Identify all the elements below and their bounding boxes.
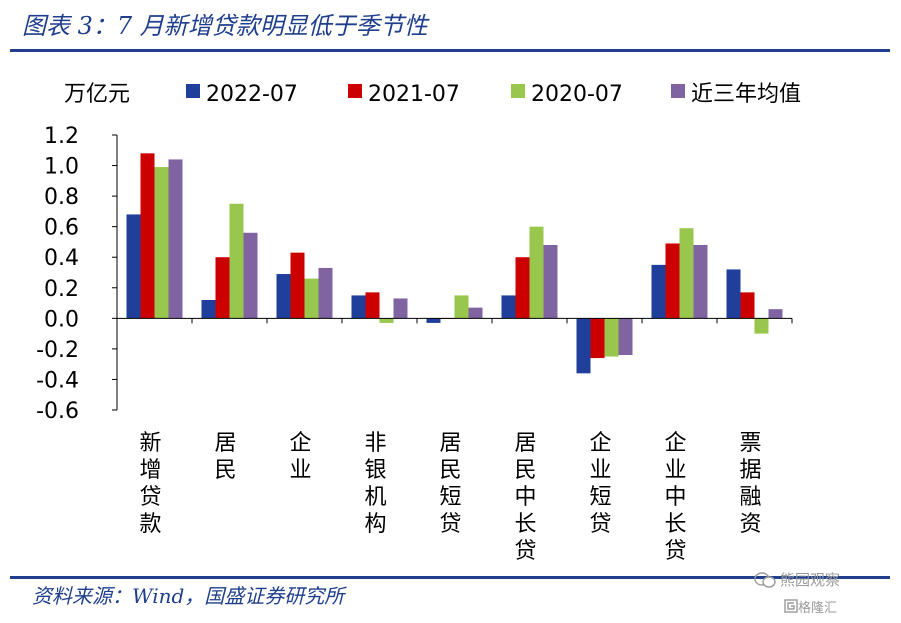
x-category-label-char: 贷 <box>664 539 686 564</box>
bar <box>604 318 619 357</box>
bar <box>229 203 244 319</box>
y-tick-label: 0.2 <box>44 277 79 302</box>
watermark-account: 熊园观察 <box>780 571 841 589</box>
x-category-label-char: 票 <box>739 431 761 456</box>
bar <box>651 264 666 319</box>
x-category-label-char: 企 <box>289 431 311 456</box>
bar <box>468 307 483 319</box>
x-category-label-char: 贷 <box>589 512 611 537</box>
watermark-site: 格隆汇 <box>798 601 838 616</box>
bar <box>754 318 769 334</box>
bar <box>243 232 258 319</box>
bar <box>693 245 708 319</box>
x-category-label-char: 业 <box>589 458 611 483</box>
bar <box>201 300 216 319</box>
bar <box>318 267 333 319</box>
bar <box>768 309 783 319</box>
x-category-label-char: 企 <box>664 431 686 456</box>
bar <box>168 159 183 319</box>
bar <box>665 243 680 319</box>
legend-label: 2022-07 <box>206 82 298 107</box>
x-category-label-char: 增 <box>139 458 161 483</box>
bar <box>501 295 516 319</box>
bar <box>215 257 230 319</box>
x-category-label-char: 融 <box>739 485 761 510</box>
y-tick-label: 1.2 <box>44 124 79 149</box>
footer-divider <box>10 576 890 579</box>
x-category-label-char: 居 <box>214 431 236 456</box>
source-note: 资料来源：Wind，国盛证券研究所 <box>32 584 345 608</box>
x-category-label-char: 业 <box>664 458 686 483</box>
x-category-label-char: 中 <box>664 485 686 510</box>
x-category-label-char: 资 <box>739 512 761 537</box>
bar <box>351 295 366 319</box>
y-tick-label: 0.6 <box>44 216 79 241</box>
x-category-label-char: 民 <box>214 458 236 483</box>
legend-swatch <box>348 84 362 98</box>
x-category-label-char: 民 <box>439 458 461 483</box>
bar <box>590 318 605 359</box>
x-category-label-char: 短 <box>439 485 461 510</box>
x-category-label-char: 构 <box>364 512 386 537</box>
y-axis-unit-label: 万亿元 <box>64 82 130 107</box>
bar <box>154 167 169 319</box>
y-tick-label: -0.2 <box>36 338 79 363</box>
legend-label: 近三年均值 <box>691 82 801 107</box>
x-category-label-char: 贷 <box>439 512 461 537</box>
x-category-label-char: 银 <box>364 458 386 483</box>
gelonghui-logo-icon <box>784 599 798 613</box>
x-category-label-char: 据 <box>739 458 761 483</box>
y-tick-label: 0.0 <box>44 307 79 332</box>
x-category-label-char: 长 <box>514 512 536 537</box>
x-category-label-char: 民 <box>514 458 536 483</box>
x-category-label-char: 款 <box>139 512 161 537</box>
bar <box>618 318 633 355</box>
x-category-label-char: 贷 <box>514 539 536 564</box>
bar <box>393 298 408 319</box>
bar <box>426 318 441 323</box>
x-category-label-char: 居 <box>514 431 536 456</box>
bar <box>679 228 694 319</box>
x-category-label-char: 居 <box>439 431 461 456</box>
chart-title: 图表 3：7 月新增贷款明显低于季节性 <box>22 12 428 40</box>
bar <box>740 292 755 319</box>
bar <box>454 295 469 319</box>
bar <box>304 278 319 319</box>
x-category-label-char: 企 <box>589 431 611 456</box>
wechat-icon <box>754 572 776 588</box>
x-category-label-char: 贷 <box>139 485 161 510</box>
x-category-label-char: 新 <box>139 431 161 456</box>
x-category-label-char: 非 <box>364 431 386 456</box>
x-category-label-char: 中 <box>514 485 536 510</box>
y-tick-label: 0.4 <box>44 246 79 271</box>
legend-swatch <box>671 84 685 98</box>
y-tick-label: -0.6 <box>36 399 79 424</box>
bar <box>543 245 558 319</box>
legend-label: 2020-07 <box>531 82 623 107</box>
x-category-label-char: 短 <box>589 485 611 510</box>
x-category-label-char: 长 <box>664 512 686 537</box>
bar <box>365 292 380 319</box>
y-tick-label: 0.8 <box>44 185 79 210</box>
y-tick-label: 1.0 <box>44 155 79 180</box>
title-divider <box>10 49 890 52</box>
x-category-label-char: 业 <box>289 458 311 483</box>
bar <box>515 257 530 319</box>
bar <box>529 226 544 319</box>
bar <box>140 153 155 319</box>
x-category-label-char: 机 <box>364 485 386 510</box>
legend-swatch <box>186 84 200 98</box>
legend-label: 2021-07 <box>368 82 460 107</box>
watermark: 熊园观察 格隆汇 <box>754 567 894 619</box>
bar <box>379 318 394 323</box>
bar <box>290 252 305 319</box>
bar-chart: 1.2 1.0 0.8 0.6 0.4 0.2 0.0 -0.2 -0.4 -0.6 万亿元 2022… <box>36 82 801 564</box>
legend-swatch <box>511 84 525 98</box>
bar <box>576 318 591 374</box>
y-tick-label: -0.4 <box>36 368 79 393</box>
bar <box>126 214 141 319</box>
bar <box>276 274 291 319</box>
bar <box>726 269 741 319</box>
